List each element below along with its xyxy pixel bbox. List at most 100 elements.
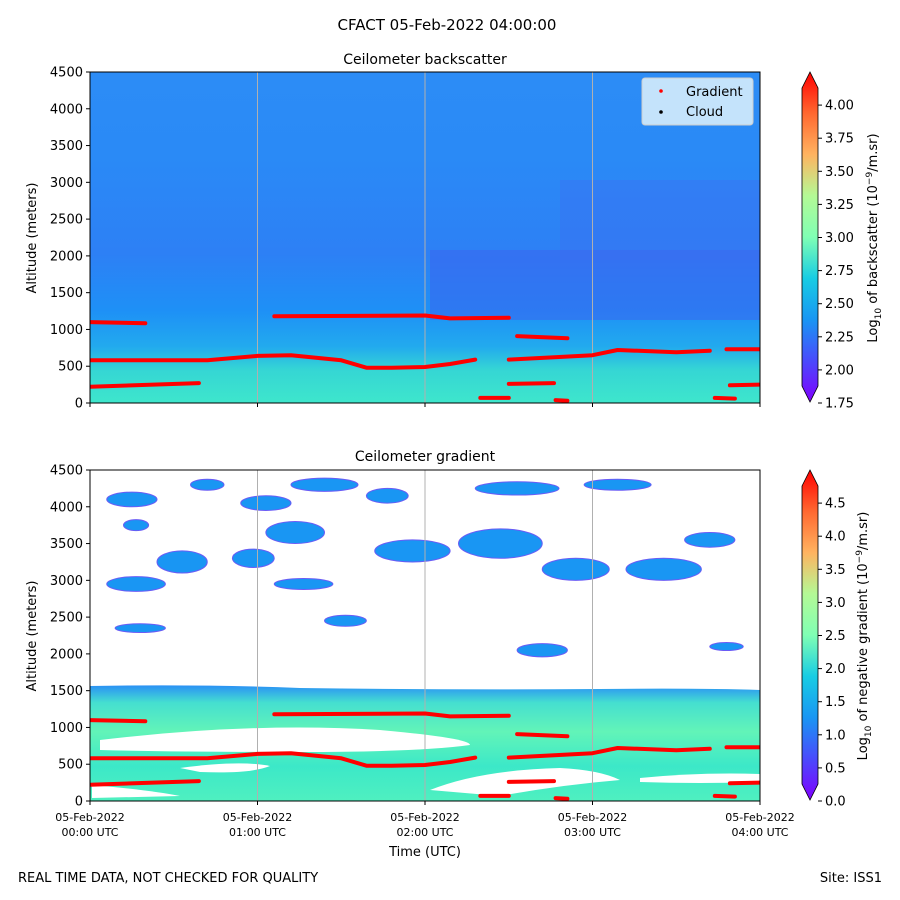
gradient-heatmap <box>90 470 760 801</box>
backscatter-low-zone <box>430 250 760 320</box>
colorbar-tick-label: 1.75 <box>825 397 854 412</box>
colorbar-tick-label: 0.0 <box>825 795 846 810</box>
colorbar-tick-label: 1.0 <box>825 728 846 743</box>
gradient-layer-marker <box>90 718 148 724</box>
legend-box <box>641 77 754 126</box>
legend: Gradient Cloud <box>641 77 754 126</box>
cloud-patch <box>273 577 334 591</box>
gradient-band-gap-4 <box>640 773 760 783</box>
cloud-patch <box>365 487 409 504</box>
gradient-grid <box>257 470 593 801</box>
colorbar-tick-label: 3.0 <box>825 596 846 611</box>
x-tick-time: 03:00 UTC <box>564 826 621 839</box>
y-tick-label: 4500 <box>50 66 83 81</box>
y-tick-label: 1000 <box>50 323 83 338</box>
colorbar-tick-label: 2.25 <box>825 330 854 345</box>
backscatter-colorbar-label: Log10 of backscatter (10−9/m.sr) <box>865 133 884 342</box>
cloud-patch <box>290 477 359 492</box>
gradient-layer-marker <box>90 320 148 326</box>
gradient-y-axis: 0 500 1000 1500 2000 2500 3000 3500 4000 4500 <box>50 464 90 810</box>
gradient-cloud-patches <box>106 477 744 658</box>
colorbar-tick-label: 2.50 <box>825 297 854 312</box>
x-tick-date: 05-Feb-2022 <box>223 811 292 824</box>
cloud-patch <box>231 548 275 568</box>
x-tick-time: 04:00 UTC <box>731 826 788 839</box>
gradient-layer-marker <box>712 395 737 401</box>
footer-quality-note: REAL TIME DATA, NOT CHECKED FOR QUALITY <box>18 871 318 886</box>
colorbar-tick-label: 3.50 <box>825 165 854 180</box>
gradient-layer-marker <box>515 334 570 341</box>
gradient-colorbar-label: Log10 of negative gradient (10−9/m.sr) <box>855 512 874 761</box>
gradient-layer-marker <box>515 732 570 739</box>
x-tick-date: 05-Feb-2022 <box>558 811 627 824</box>
colorbar-tick-label: 2.0 <box>825 662 846 677</box>
x-tick-date: 05-Feb-2022 <box>55 811 124 824</box>
gradient-colorbar-bar <box>801 469 819 801</box>
backscatter-ylabel: Altitude (meters) <box>25 183 40 294</box>
y-tick-label: 2500 <box>50 213 83 228</box>
colorbar-tick-label: 2.00 <box>825 363 854 378</box>
cloud-patch <box>709 642 744 652</box>
gradient-layer-marker <box>506 381 556 386</box>
cloud-patch <box>106 491 158 508</box>
x-tick-time: 00:00 UTC <box>61 826 118 839</box>
colorbar-tick-label: 0.5 <box>825 761 846 776</box>
gradient-band-gap-5 <box>92 785 180 798</box>
colorbar-tick-label: 3.75 <box>825 132 854 147</box>
cloud-patch <box>684 532 736 548</box>
cloud-patch <box>516 643 568 658</box>
cloud-patch <box>123 519 150 532</box>
y-tick-label: 500 <box>58 758 83 773</box>
gradient-gradient-layers <box>90 711 760 801</box>
legend-gradient-label: Gradient <box>686 85 743 100</box>
gradient-layer-marker <box>90 381 201 389</box>
y-tick-label: 3000 <box>50 176 83 191</box>
backscatter-y-axis: 0 500 1000 1500 2000 2500 3000 3500 4000 4500 <box>50 66 90 412</box>
cloud-patch <box>625 557 702 581</box>
cloud-patch <box>583 478 652 491</box>
y-tick-label: 4000 <box>50 102 83 117</box>
cloud-patch <box>265 520 325 545</box>
gradient-layer-marker <box>506 746 712 760</box>
gradient-colorbar: 0.0 0.5 1.0 1.5 2.0 2.5 3.0 3.5 4.0 4.5 Log10 of … <box>801 469 874 810</box>
gradient-colorbar-ticks: 0.0 0.5 1.0 1.5 2.0 2.5 3.0 3.5 4.0 4.5 <box>818 497 846 810</box>
gradient-layer-marker <box>90 751 478 768</box>
y-tick-label: 3500 <box>50 537 83 552</box>
backscatter-gradient-layers <box>90 313 760 403</box>
colorbar-tick-label: 4.00 <box>825 99 854 114</box>
colorbar-tick-label: 3.5 <box>825 563 846 578</box>
cloud-patch <box>114 623 166 634</box>
gradient-band-gap-1 <box>100 727 470 752</box>
backscatter-grid <box>257 72 593 403</box>
y-tick-label: 4000 <box>50 500 83 515</box>
y-tick-label: 3500 <box>50 139 83 154</box>
colorbar-tick-label: 4.5 <box>825 497 846 512</box>
gradient-x-axis: 05-Feb-2022 00:00 UTC 05-Feb-2022 01:00 UTC… <box>55 801 795 839</box>
gradient-layer-marker <box>506 779 556 784</box>
gradient-xlabel: Time (UTC) <box>388 845 461 860</box>
y-tick-label: 500 <box>58 360 83 375</box>
gradient-title: Ceilometer gradient <box>355 449 496 465</box>
cloud-patch <box>106 576 166 592</box>
gradient-layer-marker <box>272 313 511 321</box>
x-tick-date: 05-Feb-2022 <box>390 811 459 824</box>
backscatter-heatmap <box>90 72 760 403</box>
cloud-patch <box>374 539 451 563</box>
colorbar-tick-label: 1.5 <box>825 695 846 710</box>
x-tick-time: 02:00 UTC <box>396 826 453 839</box>
gradient-layer-marker <box>553 796 570 801</box>
colorbar-tick-label: 2.75 <box>825 264 854 279</box>
backscatter-x-ticks <box>89 403 761 407</box>
gradient-layer-marker <box>712 793 737 799</box>
footer-site: Site: ISS1 <box>820 871 882 886</box>
y-tick-label: 2000 <box>50 647 83 662</box>
colorbar-tick-label: 2.5 <box>825 629 846 644</box>
legend-gradient-marker <box>659 89 663 93</box>
backscatter-colorbar-ticks: 1.75 2.00 2.25 2.50 2.75 3.00 3.25 3.50 3.75 4.00 <box>818 99 854 412</box>
y-tick-label: 0 <box>75 397 83 412</box>
legend-cloud-marker <box>659 110 663 114</box>
cloud-patch <box>240 495 292 511</box>
figure-suptitle: CFACT 05-Feb-2022 04:00:00 <box>338 16 557 34</box>
cloud-patch <box>324 614 367 627</box>
